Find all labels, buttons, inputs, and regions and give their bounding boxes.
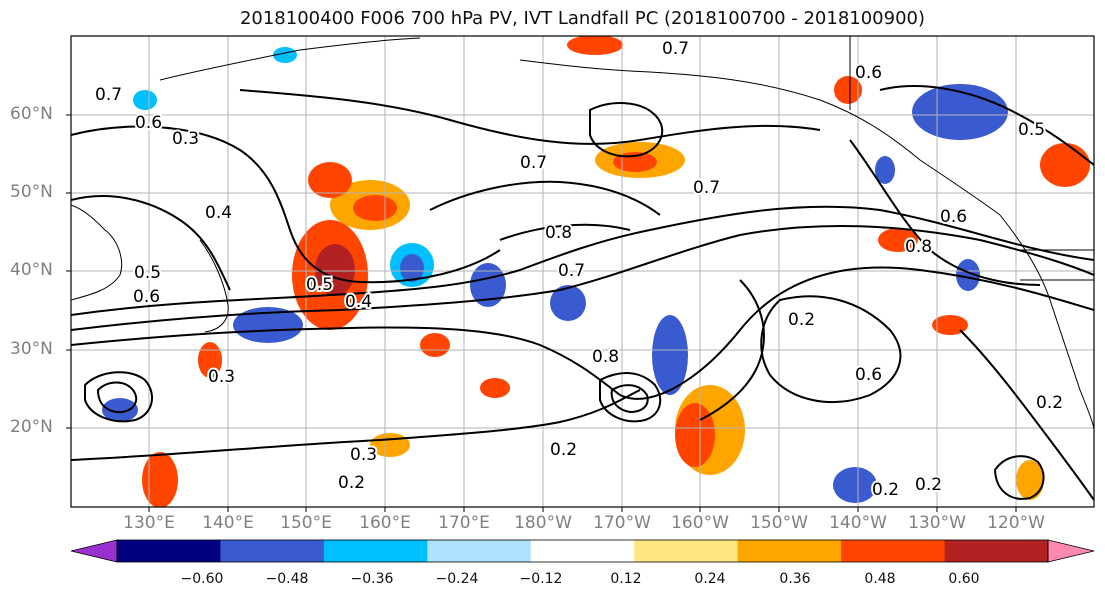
contour-label: 0.7 bbox=[662, 39, 689, 59]
colorbar-tick-0.36: 0.36 bbox=[779, 571, 811, 587]
colorbar-tick--0.48: −0.48 bbox=[265, 571, 309, 587]
contour-label: 0.8 bbox=[545, 223, 572, 243]
gridlines bbox=[71, 36, 1094, 507]
colorbar-tick--0.60: −0.60 bbox=[180, 571, 224, 587]
lat-label-20n: 20°N bbox=[10, 417, 53, 437]
lon-label-150e: 150°E bbox=[280, 513, 332, 533]
lat-label-40n: 40°N bbox=[10, 260, 53, 280]
colorbar-tick--0.36: −0.36 bbox=[350, 571, 394, 587]
contour-label: 0.6 bbox=[855, 63, 882, 83]
contour-label: 0.2 bbox=[338, 473, 365, 493]
contour-label: 0.7 bbox=[520, 153, 547, 173]
contour-label: 0.6 bbox=[135, 113, 162, 133]
contour-label: 0.7 bbox=[558, 261, 585, 281]
contour-label: 0.6 bbox=[940, 207, 967, 227]
colorbar-tick-0.12: 0.12 bbox=[610, 571, 642, 587]
colorbar-tick-0.60: 0.60 bbox=[948, 571, 980, 587]
contour-label: 0.4 bbox=[345, 292, 372, 312]
contour-label: 0.5 bbox=[306, 275, 333, 295]
contour-label: 0.2 bbox=[915, 475, 942, 495]
map-title: 2018100400 F006 700 hPa PV, IVT Landfall… bbox=[239, 8, 926, 29]
ivt-contours bbox=[71, 85, 1094, 501]
contour-label: 0.6 bbox=[133, 287, 160, 307]
contour-label: 0.4 bbox=[205, 203, 232, 223]
lon-label-120w: 120°W bbox=[987, 513, 1045, 533]
lon-label-130e: 130°E bbox=[123, 513, 175, 533]
contour-label: 0.3 bbox=[208, 367, 235, 387]
colorbar-tick--0.24: −0.24 bbox=[435, 571, 479, 587]
contour-label: 0.8 bbox=[592, 347, 619, 367]
coastlines bbox=[71, 36, 1094, 431]
lon-label-170w: 170°W bbox=[593, 513, 651, 533]
contour-label: 0.7 bbox=[693, 178, 720, 198]
contour-label: 0.6 bbox=[855, 365, 882, 385]
contour-label: 0.3 bbox=[350, 445, 377, 465]
lon-label-150w: 150°W bbox=[750, 513, 808, 533]
lon-label-140w: 140°W bbox=[829, 513, 887, 533]
contour-label: 0.2 bbox=[872, 480, 899, 500]
contour-labels: 0.7 0.6 0.3 0.4 0.5 0.8 0.7 0.4 0.6 0.5 … bbox=[93, 37, 1065, 502]
axis-ticks bbox=[66, 114, 1017, 512]
colorbar-tick-0.48: 0.48 bbox=[864, 571, 896, 587]
lon-label-140e: 140°E bbox=[202, 513, 254, 533]
lon-label-160w: 160°W bbox=[671, 513, 729, 533]
lon-label-170e: 170°E bbox=[438, 513, 490, 533]
lon-label-180w: 180°W bbox=[514, 513, 572, 533]
lon-label-160e: 160°E bbox=[359, 513, 411, 533]
lat-label-50n: 50°N bbox=[10, 182, 53, 202]
contour-label: 0.5 bbox=[134, 263, 161, 283]
colorbar-tick-0.24: 0.24 bbox=[694, 571, 726, 587]
colorbar-tick--0.12: −0.12 bbox=[519, 571, 563, 587]
contour-label: 0.2 bbox=[788, 310, 815, 330]
lat-label-30n: 30°N bbox=[10, 339, 53, 359]
contour-label: 0.5 bbox=[1018, 120, 1045, 140]
contour-label: 0.7 bbox=[95, 85, 122, 105]
lat-label-60n: 60°N bbox=[10, 104, 53, 124]
contour-label: 0.3 bbox=[172, 129, 199, 149]
contour-label: 0.2 bbox=[550, 440, 577, 460]
contour-label: 0.8 bbox=[905, 237, 932, 257]
contour-label: 0.2 bbox=[1036, 393, 1063, 413]
lon-label-130w: 130°W bbox=[908, 513, 966, 533]
